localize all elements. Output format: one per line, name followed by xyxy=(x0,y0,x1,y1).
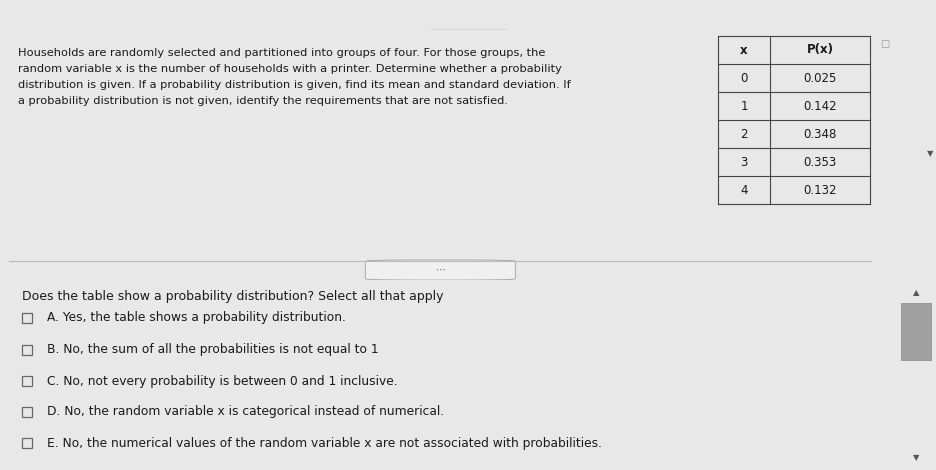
Text: x: x xyxy=(739,44,747,56)
Text: Does the table show a probability distribution? Select all that apply: Does the table show a probability distri… xyxy=(22,290,443,303)
Text: 0.142: 0.142 xyxy=(802,100,836,112)
Text: P(x): P(x) xyxy=(806,44,833,56)
Text: 3: 3 xyxy=(739,156,747,169)
Bar xyxy=(22,376,32,386)
Text: distribution is given. If a probability distribution is given, find its mean and: distribution is given. If a probability … xyxy=(18,80,570,90)
Text: 0.353: 0.353 xyxy=(802,156,836,169)
Text: A. Yes, the table shows a probability distribution.: A. Yes, the table shows a probability di… xyxy=(47,312,345,324)
Text: C. No, not every probability is between 0 and 1 inclusive.: C. No, not every probability is between … xyxy=(47,375,397,387)
Text: ⋯: ⋯ xyxy=(435,265,445,274)
Text: Households are randomly selected and partitioned into groups of four. For those : Households are randomly selected and par… xyxy=(18,48,545,58)
Text: 4: 4 xyxy=(739,183,747,196)
Bar xyxy=(22,313,32,323)
Text: ▼: ▼ xyxy=(926,149,932,158)
Text: B. No, the sum of all the probabilities is not equal to 1: B. No, the sum of all the probabilities … xyxy=(47,344,378,357)
Text: 1: 1 xyxy=(739,100,747,112)
Text: 0.348: 0.348 xyxy=(802,127,836,141)
Bar xyxy=(22,438,32,448)
Bar xyxy=(22,345,32,355)
Text: 2: 2 xyxy=(739,127,747,141)
Text: E. No, the numerical values of the random variable x are not associated with pro: E. No, the numerical values of the rando… xyxy=(47,437,601,449)
Text: D. No, the random variable x is categorical instead of numerical.: D. No, the random variable x is categori… xyxy=(47,406,444,418)
Text: ▼: ▼ xyxy=(912,454,918,462)
Text: □: □ xyxy=(879,39,888,49)
Bar xyxy=(22,407,32,417)
Text: 0.132: 0.132 xyxy=(802,183,836,196)
Text: random variable x is the number of households with a printer. Determine whether : random variable x is the number of house… xyxy=(18,64,562,74)
Text: 0.025: 0.025 xyxy=(802,71,836,85)
Text: a probability distribution is not given, identify the requirements that are not : a probability distribution is not given,… xyxy=(18,96,507,106)
FancyBboxPatch shape xyxy=(365,260,515,280)
Text: ▲: ▲ xyxy=(912,288,918,297)
Bar xyxy=(900,303,929,360)
Text: 0: 0 xyxy=(739,71,747,85)
